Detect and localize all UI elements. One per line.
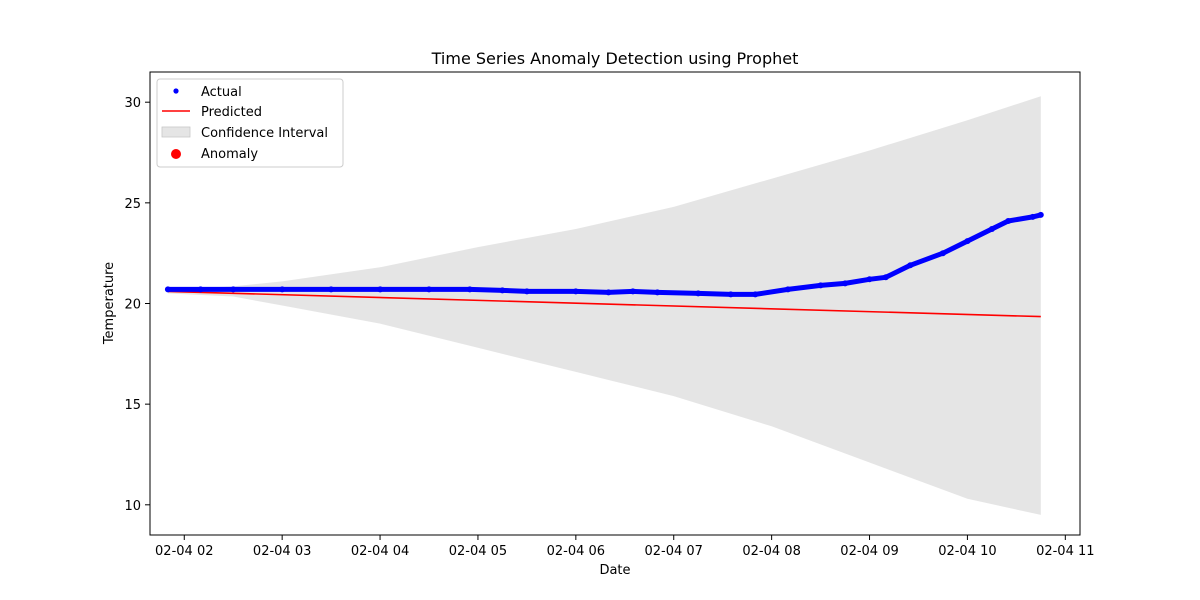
actual-point: [499, 287, 506, 294]
actual-point: [279, 286, 286, 293]
actual-point: [1037, 211, 1044, 218]
actual-point: [817, 282, 824, 289]
predicted-line-layer: [167, 290, 1041, 318]
actual-points-layer: [164, 211, 1044, 298]
actual-point: [377, 286, 384, 293]
y-tick-label: 10: [124, 499, 141, 514]
y-tick-label: 25: [124, 197, 141, 212]
actual-point: [164, 286, 171, 293]
x-tick-label: 02-04 02: [155, 544, 213, 559]
actual-point: [572, 288, 579, 295]
x-tick-label: 02-04 08: [742, 544, 800, 559]
actual-point: [197, 286, 204, 293]
x-tick-label: 02-04 07: [645, 544, 703, 559]
actual-point: [752, 291, 759, 298]
x-tick-label: 02-04 09: [840, 544, 898, 559]
actual-point: [882, 274, 889, 281]
actual-point: [695, 290, 702, 297]
predicted-line: [167, 290, 1041, 318]
confidence-band-layer: [167, 96, 1041, 515]
x-tick-label: 02-04 05: [449, 544, 507, 559]
actual-point: [426, 286, 432, 293]
actual-point: [328, 286, 335, 293]
actual-point: [988, 226, 995, 232]
actual-point: [523, 288, 530, 295]
actual-point: [466, 286, 473, 293]
actual-point: [842, 280, 849, 287]
x-axis: 02-04 02 02-04 03 02-04 04 02-04 05 02-04 06…: [155, 535, 1095, 559]
actual-point: [605, 289, 612, 296]
actual-point: [629, 288, 636, 295]
actual-point: [784, 286, 791, 293]
actual-point: [907, 262, 914, 269]
legend-frame: [156, 78, 344, 168]
x-axis-title: Date: [599, 563, 630, 578]
actual-point: [1029, 213, 1036, 220]
actual-point: [230, 286, 237, 293]
legend-anomaly-marker: [171, 149, 181, 159]
x-tick-label: 02-04 10: [938, 544, 996, 559]
legend-predicted-label: Predicted: [201, 105, 262, 120]
y-tick-label: 15: [124, 398, 141, 413]
chart-title: Time Series Anomaly Detection using Prop…: [431, 49, 799, 68]
legend-actual-marker: [173, 88, 179, 94]
legend-confidence-label: Confidence Interval: [201, 126, 328, 141]
confidence-band: [167, 96, 1041, 515]
actual-point: [1005, 218, 1012, 224]
y-tick-label: 20: [124, 298, 141, 313]
actual-point: [727, 291, 734, 298]
actual-point: [654, 289, 661, 296]
legend: Actual Predicted Confidence Interval Ano…: [156, 78, 344, 168]
actual-point: [866, 276, 873, 283]
legend-confidence-marker: [161, 126, 191, 138]
y-axis-title: Temperature: [102, 262, 117, 345]
x-tick-label: 02-04 03: [253, 544, 311, 559]
x-tick-label: 02-04 11: [1036, 544, 1094, 559]
x-tick-label: 02-04 04: [351, 544, 409, 559]
y-axis: 10 15 20 25 30: [124, 96, 150, 514]
actual-point: [939, 250, 946, 257]
legend-anomaly-label: Anomaly: [201, 147, 258, 162]
legend-actual-label: Actual: [201, 85, 242, 100]
y-tick-label: 30: [124, 96, 141, 111]
x-tick-label: 02-04 06: [547, 544, 605, 559]
actual-point: [964, 238, 971, 245]
